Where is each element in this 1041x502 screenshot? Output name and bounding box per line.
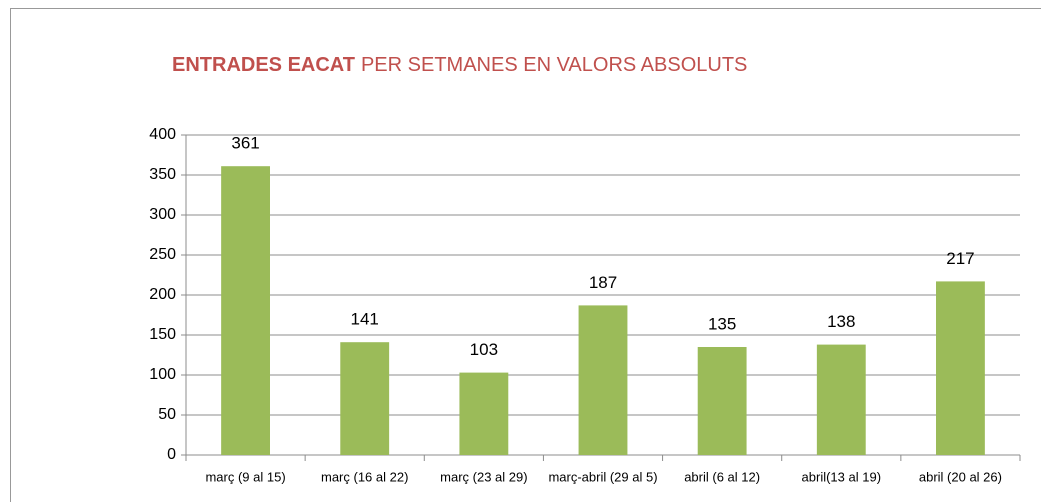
x-tick-label: abril (20 al 26) — [919, 469, 1002, 484]
x-tick-label: març (16 al 22) — [321, 469, 408, 484]
y-tick-label: 350 — [149, 166, 176, 183]
y-tick-label: 100 — [149, 366, 176, 383]
chart-title: ENTRADES EACAT PER SETMANES EN VALORS ABS… — [172, 54, 747, 76]
x-tick-label: març-abril (29 al 5) — [548, 469, 657, 484]
y-tick-label: 250 — [149, 246, 176, 263]
y-tick-label: 50 — [158, 406, 176, 423]
data-label: 135 — [708, 314, 736, 333]
data-label: 138 — [827, 312, 855, 331]
title-bold: ENTRADES EACAT — [172, 54, 355, 76]
data-label: 361 — [231, 134, 259, 153]
x-tick-label: març (9 al 15) — [205, 469, 285, 484]
data-label: 187 — [589, 273, 617, 292]
bar — [221, 166, 270, 455]
data-label: 103 — [470, 340, 498, 359]
y-tick-label: 200 — [149, 286, 176, 303]
bar — [936, 281, 985, 455]
bar — [340, 342, 390, 455]
y-tick-label: 400 — [149, 126, 176, 143]
y-tick-label: 0 — [167, 446, 176, 463]
data-label: 217 — [946, 249, 974, 268]
bar — [578, 305, 628, 455]
bar — [816, 344, 866, 455]
title-rest: PER SETMANES EN VALORS ABSOLUTS — [361, 54, 747, 76]
bar — [697, 347, 747, 455]
data-label: 141 — [351, 310, 379, 329]
x-tick-label: abril(13 al 19) — [802, 469, 882, 484]
y-tick-label: 300 — [149, 206, 176, 223]
y-tick-label: 150 — [149, 326, 176, 343]
bar — [459, 372, 509, 455]
x-tick-label: abril (6 al 12) — [684, 469, 760, 484]
x-tick-label: març (23 al 29) — [440, 469, 527, 484]
